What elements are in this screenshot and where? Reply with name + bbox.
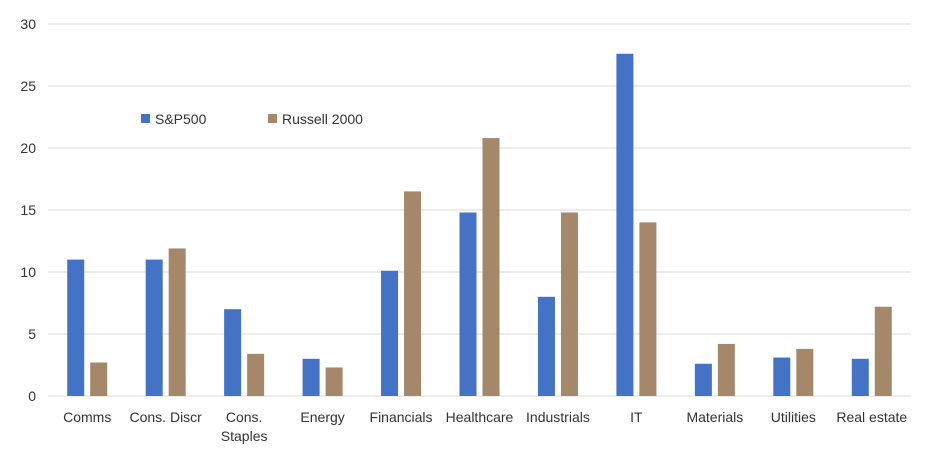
bar-russell2000 (325, 367, 343, 396)
x-category-label-line: Energy (300, 409, 344, 425)
y-tick-label: 20 (20, 140, 36, 156)
x-category-label: Financials (370, 409, 433, 425)
x-category-label-line: Cons. (226, 409, 263, 425)
bar-russell2000 (717, 343, 735, 396)
x-category-label-line: Utilities (771, 409, 816, 425)
bar-russell2000 (560, 212, 578, 396)
y-tick-label: 15 (20, 202, 36, 218)
x-category-label: Real estate (836, 409, 907, 425)
bar-sp500 (67, 259, 85, 396)
x-category-label-line: IT (630, 409, 643, 425)
bar-russell2000 (639, 222, 657, 396)
bar-sp500 (302, 358, 320, 396)
x-category-label-line: Healthcare (446, 409, 514, 425)
bar-russell2000 (796, 348, 814, 396)
legend-label: Russell 2000 (282, 111, 363, 127)
x-category-label-line: Materials (686, 409, 743, 425)
bar-sp500 (381, 270, 399, 396)
bar-sp500 (537, 296, 555, 396)
gridlines (48, 23, 911, 397)
x-category-label: Comms (63, 409, 111, 425)
x-category-label: Materials (686, 409, 743, 425)
x-category-label: Healthcare (446, 409, 514, 425)
y-tick-label: 30 (20, 16, 36, 32)
bar-sp500 (616, 53, 634, 396)
bars (67, 53, 892, 396)
y-tick-label: 0 (28, 388, 36, 404)
bar-russell2000 (247, 353, 265, 396)
bar-sp500 (145, 259, 163, 396)
bar-sp500 (851, 358, 869, 396)
x-category-label-line: Staples (221, 428, 268, 444)
x-category-label-line: Financials (370, 409, 433, 425)
legend-swatch (141, 114, 150, 123)
x-category-label-line: Comms (63, 409, 111, 425)
bar-sp500 (459, 212, 477, 396)
bar-russell2000 (90, 362, 108, 396)
bar-russell2000 (482, 138, 500, 396)
y-tick-label: 25 (20, 78, 36, 94)
x-category-label: Cons. Discr (130, 409, 203, 425)
bar-russell2000 (874, 306, 892, 396)
bar-russell2000 (404, 191, 422, 396)
y-axis-ticks: 0 5 10 15 20 25 30 (20, 16, 36, 404)
x-category-label-line: Cons. Discr (130, 409, 203, 425)
x-category-label-line: Industrials (526, 409, 590, 425)
x-category-label: Industrials (526, 409, 590, 425)
x-axis-categories: Comms Cons. Discr Cons. Staples Energy Financ… (63, 409, 907, 444)
bar-sp500 (224, 309, 242, 396)
y-tick-label: 10 (20, 264, 36, 280)
legend-swatch (268, 114, 277, 123)
bar-sp500 (773, 357, 791, 396)
bar-sp500 (694, 363, 712, 396)
x-category-label: IT (630, 409, 643, 425)
legend: S&P500 Russell 2000 (141, 111, 363, 127)
x-category-label: Utilities (771, 409, 816, 425)
x-category-label: Energy (300, 409, 344, 425)
x-category-label: Cons. Staples (221, 409, 268, 444)
legend-label: S&P500 (155, 111, 207, 127)
y-tick-label: 5 (28, 326, 36, 342)
bar-russell2000 (168, 248, 186, 396)
x-category-label-line: Real estate (836, 409, 907, 425)
